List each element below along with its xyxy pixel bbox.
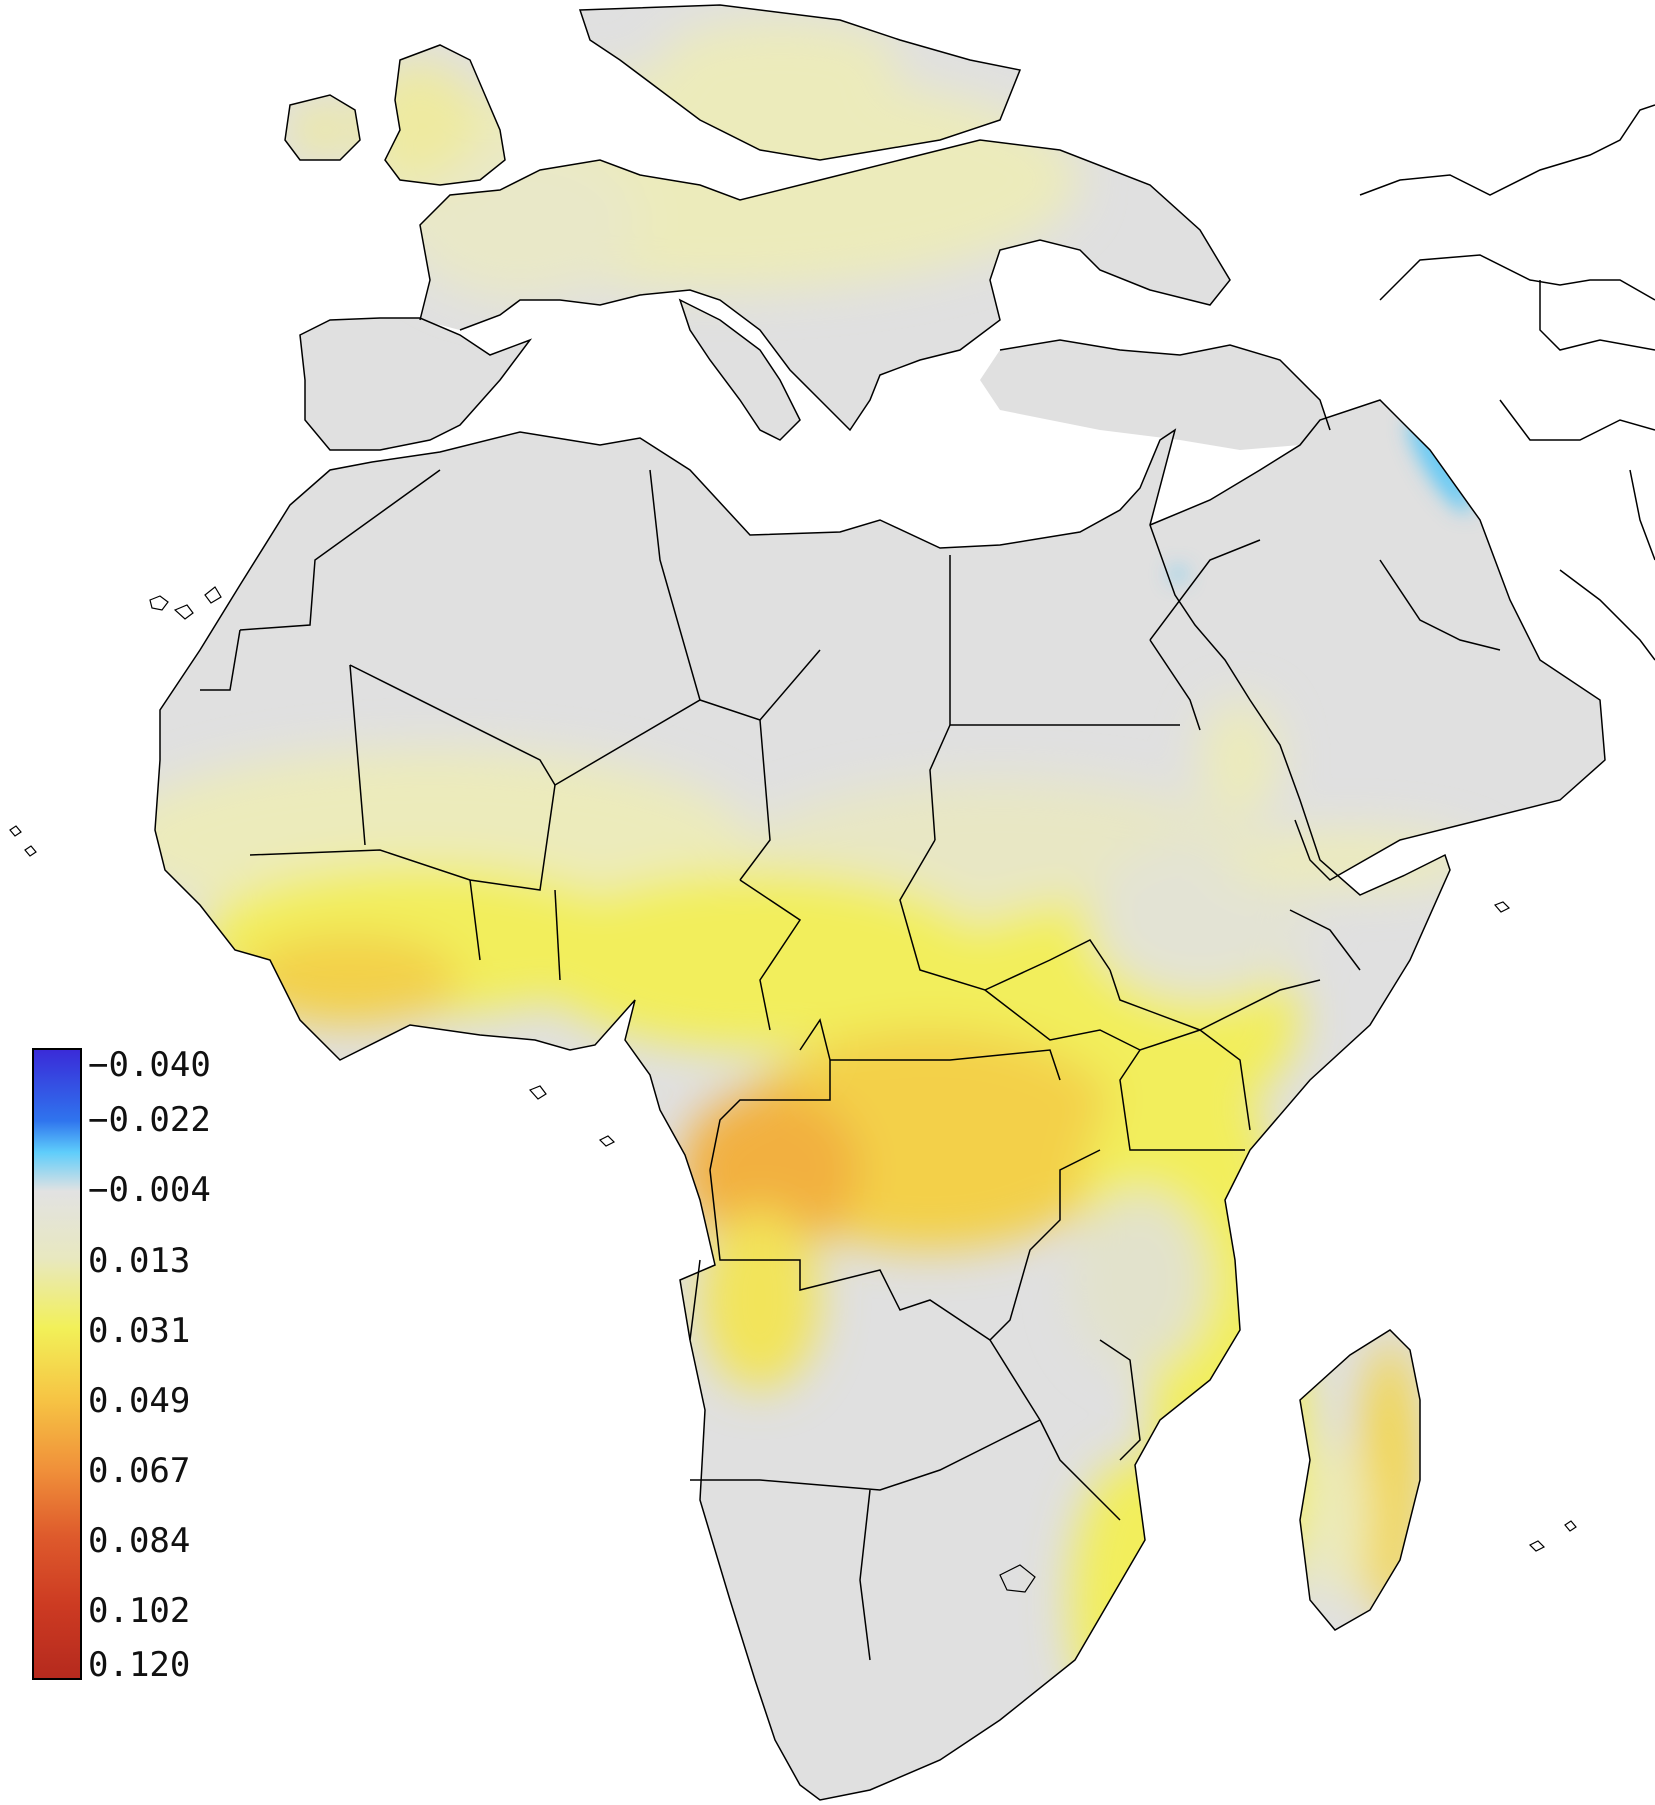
colorbar-label: 0.084: [88, 1521, 191, 1561]
islands: [9, 586, 1577, 1593]
colorbar-label: −0.022: [88, 1100, 211, 1140]
colorbar-label: 0.120: [88, 1645, 191, 1685]
colorbar-label: −0.040: [88, 1045, 211, 1085]
colorbar-label: 0.102: [88, 1591, 191, 1631]
colorbar-label: 0.031: [88, 1311, 191, 1351]
asia-outline: [1359, 104, 1655, 661]
colorbar: [32, 1048, 82, 1680]
colorbar-label: 0.067: [88, 1451, 191, 1491]
country-borders: [154, 4, 1606, 1801]
colorbar-label: −0.004: [88, 1170, 211, 1210]
colorbar-label: 0.049: [88, 1381, 191, 1421]
colorbar-label: 0.013: [88, 1241, 191, 1281]
